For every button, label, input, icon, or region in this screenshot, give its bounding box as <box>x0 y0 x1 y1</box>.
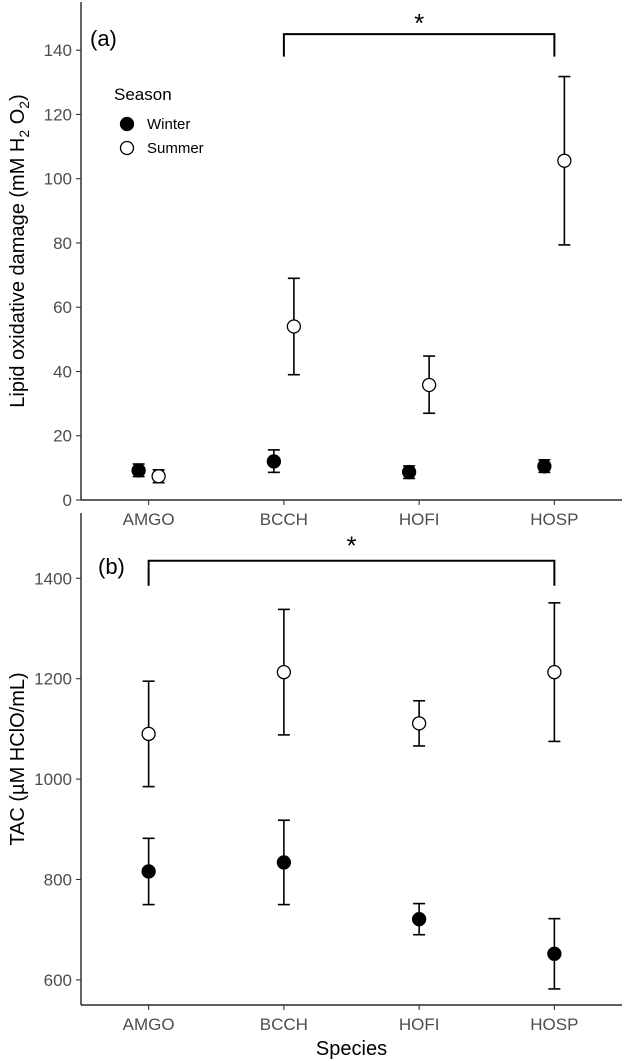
x-tick-label: BCCH <box>260 510 308 529</box>
data-point-summer <box>276 664 292 680</box>
legend-entry-label: Winter <box>147 116 190 133</box>
data-point-summer <box>547 664 562 680</box>
legend: Season Winter Summer <box>114 85 204 157</box>
x-tick-label: HOFI <box>399 1015 440 1034</box>
legend-entry-label: Summer <box>147 140 204 157</box>
x-tick-label: AMGO <box>123 510 175 529</box>
data-point-winter <box>266 454 282 469</box>
y-axis-title-part: 2 <box>16 101 32 109</box>
y-tick-label: 1400 <box>34 569 72 588</box>
panel-label: (b) <box>98 554 125 579</box>
y-tick-label: 60 <box>53 298 72 317</box>
y-tick-label: 1000 <box>34 770 72 789</box>
data-point-winter <box>141 864 156 879</box>
y-axis-title-part: 2 <box>16 130 32 138</box>
x-axis-title: Species <box>316 1038 387 1060</box>
y-tick-label: 140 <box>44 41 72 60</box>
legend-title: Season <box>114 85 172 104</box>
panel-label: (a) <box>90 26 117 51</box>
y-tick-label: 20 <box>53 427 72 446</box>
data-point-summer <box>151 469 166 484</box>
y-axis-title-part: Lipid oxidative damage (mM H <box>7 138 29 408</box>
y-tick-label: 1200 <box>34 670 72 689</box>
x-tick-label: AMGO <box>123 1015 175 1034</box>
y-axis-title-part: TAC (µM HClO/mL) <box>7 672 29 845</box>
x-tick-label: HOFI <box>399 510 440 529</box>
y-axis-title: TAC (µM HClO/mL) <box>7 672 29 845</box>
y-axis-title: Lipid oxidative damage (mM H2 O2) <box>7 94 32 408</box>
significance-label: * <box>346 531 356 561</box>
y-axis-title-part: O <box>7 109 29 130</box>
data-point-winter <box>411 912 427 927</box>
y-tick-label: 120 <box>44 105 72 124</box>
data-point-winter <box>537 459 552 474</box>
x-tick-label: BCCH <box>260 1015 308 1034</box>
data-point-summer <box>141 726 156 742</box>
data-point-summer <box>421 377 437 393</box>
x-tick-label: HOSP <box>530 1015 578 1034</box>
data-point-summer <box>557 153 572 168</box>
y-tick-label: 100 <box>44 170 72 189</box>
data-point-winter <box>401 464 417 480</box>
significance-bracket <box>282 33 556 57</box>
y-tick-label: 600 <box>44 971 72 990</box>
significance-bracket <box>147 559 556 586</box>
y-axis-title-part: ) <box>7 94 29 101</box>
significance-label: * <box>414 8 424 38</box>
legend-marker-summer <box>119 140 135 156</box>
y-tick-label: 800 <box>44 870 72 889</box>
data-point-winter <box>276 855 292 870</box>
data-point-summer <box>411 716 427 731</box>
y-tick-label: 0 <box>63 491 72 510</box>
y-tick-label: 40 <box>53 362 72 381</box>
data-point-winter <box>131 463 146 478</box>
panel-a: 0 20 40 60 80 100 120 140 AMGO BCCH HOFI HOSP Lipid … <box>7 2 622 529</box>
panel-b: 600 800 1000 1200 1400 AMGO BCCH HOFI HOSP TAC (µ… <box>7 513 622 1060</box>
data-point-summer <box>286 319 302 334</box>
y-tick-label: 80 <box>53 234 72 253</box>
x-tick-label: HOSP <box>530 510 578 529</box>
data-point-winter <box>547 946 562 961</box>
legend-marker-winter <box>119 116 135 132</box>
